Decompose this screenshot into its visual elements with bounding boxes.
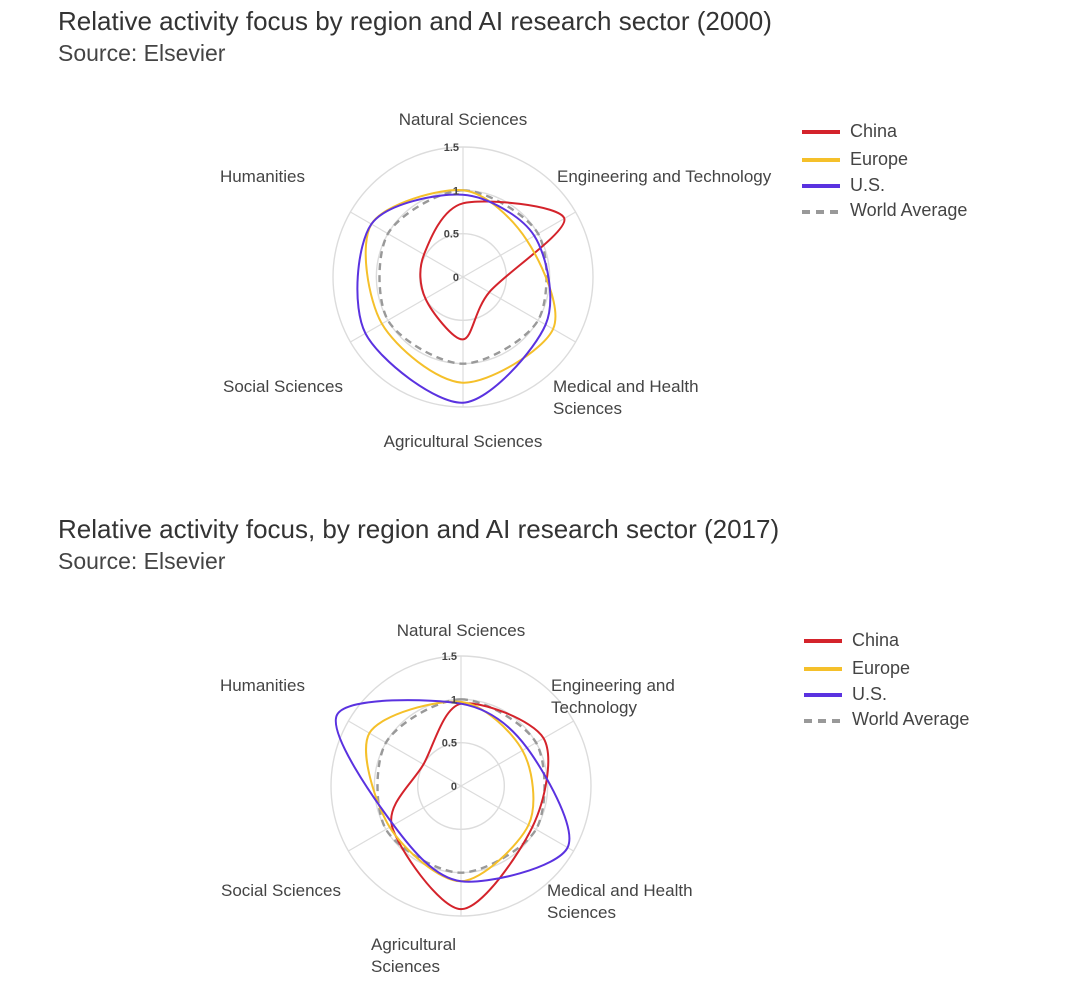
- tick-label: 0.5: [442, 738, 457, 750]
- grid-spoke: [460, 785, 574, 852]
- tick-label: 1: [451, 694, 457, 706]
- grid-spoke: [348, 785, 462, 852]
- chart-source: Source: Elsevier: [58, 548, 226, 574]
- grid-spoke: [348, 720, 462, 787]
- grid-spoke: [462, 211, 576, 278]
- us-swatch: [802, 184, 840, 188]
- radar-chart-2000: 0 0.5 1 1.5 Natural Sciences Engineering and …: [220, 110, 772, 451]
- chart-title: Relative activity focus, by region and A…: [58, 514, 780, 544]
- axis-label-social-sciences: Social Sciences: [223, 377, 343, 396]
- world-average-swatch: [804, 719, 840, 723]
- europe-swatch: [802, 158, 840, 162]
- legend-label: U.S.: [852, 684, 888, 704]
- series-line-u-s: [356, 193, 552, 404]
- china-swatch: [802, 130, 840, 134]
- axis-label-natural-sciences: Natural Sciences: [397, 621, 526, 640]
- series-line-china: [390, 702, 550, 911]
- axis-label-engineering-and-technology: Engineering and Technology: [551, 676, 675, 717]
- axis-label-medical-and-health-sciences: Medical and Health Sciences: [547, 881, 693, 922]
- legend-label: Europe: [850, 149, 909, 169]
- chart-panel-2000: Relative activity focus by region and AI…: [0, 0, 1080, 500]
- radar-chart-2017: 0 0.5 1 1.5 Natural Sciences Engineering and T…: [220, 621, 693, 976]
- us-swatch: [804, 693, 842, 697]
- europe-swatch: [804, 667, 842, 671]
- tick-label: 0: [453, 272, 459, 284]
- axis-label-agricultural-sciences: Agricultural Sciences: [371, 935, 456, 976]
- china-swatch: [804, 639, 842, 643]
- legend-label: Europe: [852, 658, 911, 678]
- series-line-china: [419, 200, 566, 341]
- legend-label: China: [850, 121, 898, 141]
- tick-label: 0.5: [444, 229, 459, 241]
- series-line-u-s: [334, 699, 571, 883]
- chart-title: Relative activity focus by region and AI…: [58, 6, 772, 36]
- tick-label: 1.5: [442, 651, 457, 663]
- axis-label-social-sciences: Social Sciences: [221, 881, 341, 900]
- chart-panel-2017: Relative activity focus, by region and A…: [0, 508, 1080, 1006]
- grid-spoke: [350, 276, 464, 343]
- axis-label-humanities: Humanities: [220, 167, 305, 186]
- axis-label-agricultural-sciences: Agricultural Sciences: [384, 432, 543, 451]
- axis-label-engineering-and-technology: Engineering and Technology: [557, 167, 772, 186]
- series-line-europe: [365, 700, 535, 883]
- legend-label: World Average: [850, 200, 968, 220]
- grid-spoke: [350, 211, 464, 278]
- axis-label-natural-sciences: Natural Sciences: [399, 110, 528, 129]
- series-line-world-average: [378, 189, 548, 365]
- grid-spoke: [460, 720, 574, 787]
- axis-label-medical-and-health-sciences: Medical and Health Sciences: [553, 377, 699, 418]
- tick-label: 0: [451, 781, 457, 793]
- tick-label: 1.5: [444, 142, 459, 154]
- world-average-swatch: [802, 210, 838, 214]
- legend-label: U.S.: [850, 175, 886, 195]
- legend-label: China: [852, 630, 900, 650]
- chart-source: Source: Elsevier: [58, 40, 226, 66]
- grid-spoke: [462, 276, 576, 343]
- legend-label: World Average: [852, 709, 970, 729]
- axis-label-humanities: Humanities: [220, 676, 305, 695]
- tick-label: 1: [453, 185, 459, 197]
- series-line-world-average: [376, 698, 546, 874]
